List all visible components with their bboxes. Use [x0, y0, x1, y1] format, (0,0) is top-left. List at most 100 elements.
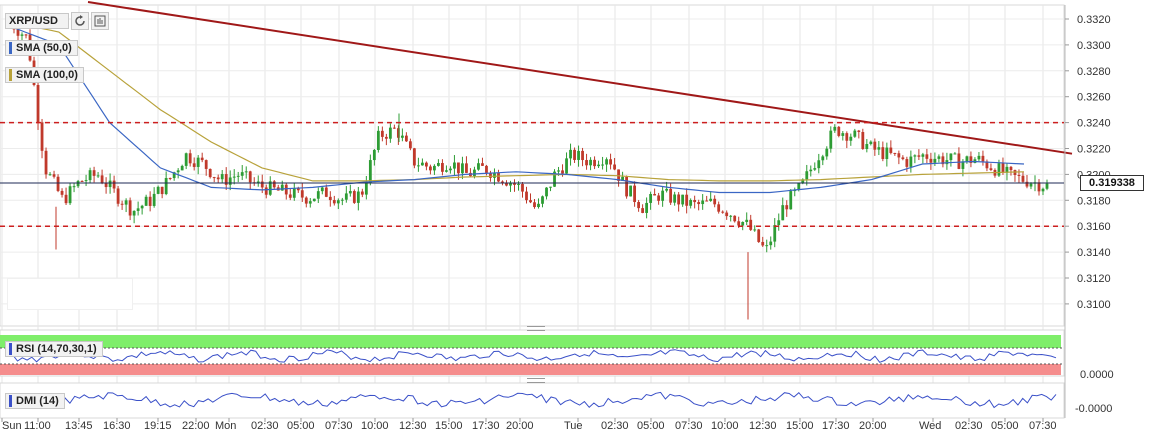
candle-body [457, 162, 460, 174]
candle-body [661, 190, 665, 201]
candle-body [785, 205, 789, 210]
candle-body [745, 219, 749, 222]
candle-body [268, 181, 272, 195]
candle-body [108, 180, 112, 188]
rsi-pane: 0.0000 [0, 329, 1114, 381]
candle-body [324, 187, 328, 197]
candle-body [557, 170, 560, 172]
candle-body [901, 157, 905, 160]
candle-body [669, 188, 673, 203]
candle-body [384, 136, 388, 139]
candle-body [633, 185, 637, 203]
candle-body [521, 183, 524, 192]
candle-body [501, 181, 504, 183]
candle-body [1029, 183, 1033, 187]
candle-body [1001, 163, 1005, 173]
candle-body [917, 155, 921, 157]
candle-body [184, 153, 188, 166]
pane-splitter-2[interactable] [527, 378, 545, 383]
candle-body [897, 153, 901, 158]
candle-body [493, 172, 496, 178]
candle-body [605, 159, 608, 165]
candle-body [16, 29, 20, 36]
candle-body [905, 159, 909, 167]
dmi-pane: -0.0000 [0, 382, 1112, 419]
candle-body [825, 148, 829, 157]
sma50-text: SMA (50,0) [16, 42, 72, 54]
candle-body [429, 166, 432, 171]
x-tick-label: 20:00 [506, 420, 534, 432]
pane-splitter-1[interactable] [527, 326, 545, 331]
rsi-label[interactable]: RSI (14,70,30,1) [5, 341, 103, 357]
x-tick-label: 05:00 [991, 420, 1019, 432]
candle-body [749, 219, 753, 230]
candle-body [913, 155, 917, 157]
candle-body [985, 161, 989, 169]
x-tick-label: 17:30 [472, 420, 500, 432]
candle-body [356, 191, 360, 203]
candle-body [837, 126, 841, 136]
symbol-label[interactable]: XRP/USD [5, 13, 69, 29]
rsi-swatch [9, 343, 12, 355]
candle-body [877, 147, 881, 150]
candle-body [236, 175, 240, 177]
candle-body [376, 130, 380, 150]
candle-body [757, 229, 761, 242]
candle-body [845, 133, 849, 141]
candle-body [204, 160, 208, 169]
candle-body [981, 155, 985, 162]
candle-body [969, 156, 973, 163]
candle-body [1005, 166, 1009, 173]
candle-body [989, 168, 993, 170]
x-tick-label: 02:30 [601, 420, 629, 432]
symbol-text: XRP/USD [9, 15, 58, 27]
candle-body [833, 126, 837, 131]
sma100-label[interactable]: SMA (100,0) [5, 67, 84, 83]
x-tick-label: 15:00 [435, 420, 463, 432]
sma50-label[interactable]: SMA (50,0) [5, 40, 78, 56]
candle-body [433, 165, 436, 171]
candle-body [961, 161, 965, 169]
candle-body [689, 200, 693, 206]
candle-body [585, 160, 588, 166]
candle-body [76, 180, 80, 187]
candle-body [861, 132, 865, 150]
x-tick-label: 12:30 [399, 420, 427, 432]
candle-body [881, 147, 885, 160]
candle-body [172, 172, 176, 179]
candle-body [280, 184, 284, 191]
y-tick-label: 0.3260 [1077, 92, 1111, 104]
candle-body [180, 165, 184, 171]
candle-body [84, 180, 88, 182]
dmi-label[interactable]: DMI (14) [5, 393, 65, 409]
candle-body [781, 205, 785, 221]
rsi-overbought-zone [0, 335, 1061, 348]
candle-body [713, 198, 717, 205]
candle-body [64, 194, 68, 204]
candle-body [929, 158, 933, 163]
candle-body [977, 155, 981, 160]
candle-body [649, 193, 653, 203]
candle-body [1021, 175, 1025, 182]
candle-body [637, 202, 641, 209]
candle-body [212, 177, 216, 179]
candle-body [132, 210, 136, 216]
sma50-line [7, 24, 1025, 194]
candle-body [1041, 188, 1045, 192]
candle-body [965, 156, 969, 162]
chart-type-button[interactable] [91, 12, 109, 30]
candle-body [473, 169, 476, 177]
candle-body [873, 141, 877, 150]
candle-body [613, 164, 616, 170]
candle-body [817, 160, 821, 169]
candle-body [292, 188, 296, 198]
dmi-line [7, 391, 1057, 409]
candle-body [705, 200, 709, 202]
refresh-button[interactable] [71, 12, 89, 30]
x-tick-label: 11:00 [24, 420, 51, 432]
dmi-background [0, 382, 1065, 419]
candle-body [701, 200, 705, 205]
candle-body [761, 241, 765, 246]
candle-body [485, 165, 488, 173]
